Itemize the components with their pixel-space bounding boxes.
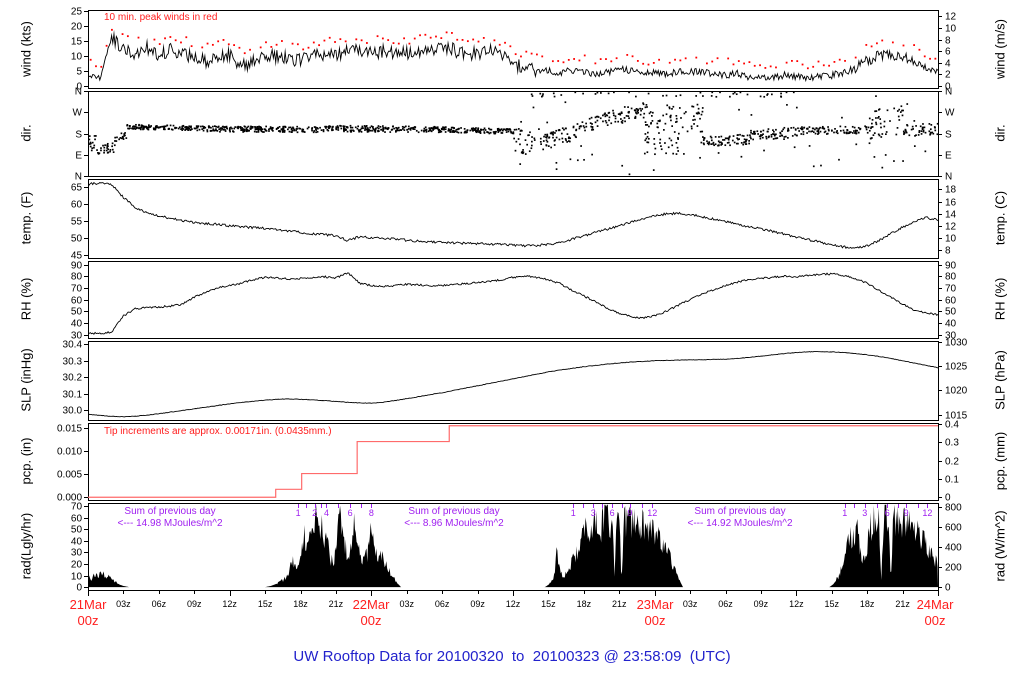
- date-line2: 00z: [644, 613, 666, 628]
- wind-right-axis-label: wind (m/s): [992, 19, 1008, 79]
- date-label-21mar: 21Mar 00z: [70, 597, 107, 629]
- sum-note-line1: Sum of previous day: [124, 506, 216, 517]
- sum-note-line1: Sum of previous day: [408, 506, 500, 517]
- sum-note-line2: <--- 8.96 MJoules/m^2: [404, 518, 504, 529]
- date-label-22mar: 22Mar 00z: [353, 597, 390, 629]
- rad-right-axis-label: rad (W/m^2): [992, 510, 1008, 582]
- date-label-24mar: 24Mar 00z: [917, 597, 954, 629]
- pcp-left-axis-label: pcp. (in): [18, 437, 34, 485]
- tip-increment-note: Tip increments are approx. 0.00171in. (0…: [104, 426, 332, 437]
- date-line1: 22Mar: [352, 597, 390, 612]
- date-line2: 00z: [924, 613, 946, 628]
- temp-right-axis-label: temp. (C): [992, 190, 1008, 246]
- sum-previous-day-note-1: Sum of previous day <--- 14.98 MJoules/m…: [117, 506, 222, 530]
- pcp-right-axis-label: pcp. (mm): [992, 431, 1008, 491]
- date-line1: 21Mar: [69, 597, 107, 612]
- rh-right-axis-label: RH (%): [992, 277, 1008, 321]
- dir-right-axis-label: dir.: [992, 124, 1008, 142]
- sum-previous-day-note-3: Sum of previous day <--- 14.92 MJoules/m…: [687, 506, 792, 530]
- slp-right-axis-label: SLP (hPa): [992, 350, 1008, 410]
- sum-note-line2: <--- 14.92 MJoules/m^2: [687, 518, 793, 529]
- sum-note-line1: Sum of previous day: [694, 506, 786, 517]
- slp-left-axis-label: SLP (inHg): [18, 348, 34, 412]
- date-line2: 00z: [77, 613, 99, 628]
- chart-title: UW Rooftop Data for 20100320 to 20100323…: [293, 648, 731, 665]
- sum-note-line2: <--- 14.98 MJoules/m^2: [117, 518, 223, 529]
- date-line1: 24Mar: [916, 597, 954, 612]
- peak-wind-note: 10 min. peak winds in red: [104, 12, 218, 23]
- dir-left-axis-label: dir.: [18, 124, 34, 142]
- temp-left-axis-label: temp. (F): [18, 191, 34, 245]
- date-label-23mar: 23Mar 00z: [637, 597, 674, 629]
- date-line2: 00z: [360, 613, 382, 628]
- rad-left-axis-label: rad(Lgly/hr): [18, 512, 34, 580]
- date-line1: 23Mar: [636, 597, 674, 612]
- sum-previous-day-note-2: Sum of previous day <--- 8.96 MJoules/m^…: [404, 506, 503, 530]
- rh-left-axis-label: RH (%): [18, 277, 34, 321]
- wind-left-axis-label: wind (kts): [18, 21, 34, 77]
